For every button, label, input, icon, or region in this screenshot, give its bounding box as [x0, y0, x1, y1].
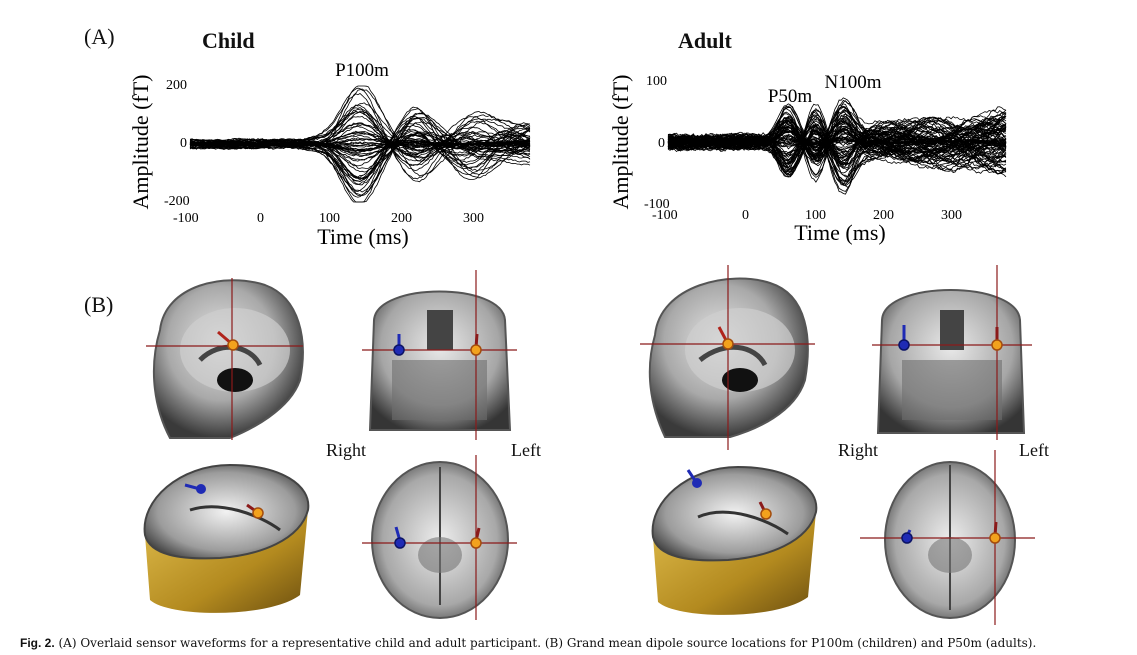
waveform-trace [667, 106, 1007, 195]
waveform-trace [189, 124, 531, 178]
child-axial-mri-image [362, 455, 517, 620]
waveform-trace [189, 116, 531, 196]
waveform-trace [667, 120, 1007, 160]
adult-x-axis-label: Time (ms) [794, 220, 885, 245]
child-left-label: Left [511, 440, 541, 460]
adult-xtick-100: 100 [805, 208, 826, 223]
adult-waveform-series [667, 97, 1007, 195]
waveform-trace [189, 126, 531, 181]
waveform-trace [667, 138, 1007, 146]
adult-xtick-0: 0 [742, 208, 749, 223]
adult-xtick-300: 300 [941, 208, 962, 223]
child-xtick-neg100: -100 [173, 211, 199, 226]
figure-caption-text: (A) Overlaid sensor waveforms for a repr… [58, 636, 1037, 650]
child-coronal-mri-image [362, 270, 517, 440]
adult-peak-n100m: N100m [825, 72, 882, 93]
adult-left-label: Left [1019, 440, 1049, 460]
waveform-trace [667, 103, 1007, 164]
adult-axial-mri-image [860, 450, 1035, 625]
child-3d-head-render-image [143, 463, 310, 613]
waveform-trace [667, 136, 1007, 147]
waveform-trace [668, 109, 1007, 158]
waveform-trace [667, 128, 1007, 157]
child-xtick-0: 0 [257, 211, 264, 226]
figure-caption: Fig. 2. (A) Overlaid sensor waveforms fo… [20, 636, 1036, 650]
waveform-trace [667, 100, 1007, 183]
waveform-trace [189, 117, 531, 182]
waveform-trace [189, 88, 531, 162]
waveform-trace [667, 115, 1007, 187]
child-chart-title: Child [202, 28, 255, 53]
child-xtick-100: 100 [319, 211, 340, 226]
adult-3d-head-render-image [651, 465, 818, 615]
child-waveform-chart: Amplitude (fT) 200 0 -200 -100 0 100 200… [128, 60, 531, 249]
adult-right-label: Right [838, 440, 879, 460]
adult-coronal-mri-image [872, 265, 1032, 440]
child-sagittal-mri-image [146, 278, 304, 440]
waveform-trace [189, 113, 531, 203]
adult-ytick-100: 100 [646, 74, 667, 89]
figure-caption-label: Fig. 2. [20, 636, 55, 650]
child-x-axis-label: Time (ms) [317, 224, 408, 249]
child-y-axis-label: Amplitude (fT) [128, 74, 153, 209]
child-xtick-300: 300 [463, 211, 484, 226]
waveform-trace [667, 114, 1007, 174]
adult-chart-title: Adult [678, 28, 732, 53]
adult-ytick-neg100: -100 [644, 197, 670, 212]
waveform-trace [667, 137, 1007, 146]
panel-a-label: (A) [84, 24, 115, 49]
child-ytick-neg200: -200 [164, 194, 190, 209]
panel-b-label: (B) [84, 292, 114, 317]
child-right-label: Right [326, 440, 367, 460]
waveform-trace [189, 85, 531, 177]
adult-xtick-200: 200 [873, 208, 894, 223]
adult-waveform-chart: Amplitude (fT) 100 0 -100 -100 0 100 200… [608, 72, 1007, 245]
waveform-trace [189, 142, 531, 146]
adult-peak-p50m: P50m [768, 86, 813, 107]
child-xtick-200: 200 [391, 211, 412, 226]
adult-ytick-0: 0 [658, 136, 665, 151]
waveform-trace [667, 135, 1007, 147]
child-ytick-200: 200 [166, 78, 187, 93]
child-waveform-series [189, 85, 531, 203]
waveform-trace [189, 122, 531, 159]
child-ytick-0: 0 [180, 136, 187, 151]
waveform-trace [189, 93, 531, 180]
adult-y-axis-label: Amplitude (fT) [608, 74, 633, 209]
child-peak-p100m: P100m [335, 60, 389, 81]
waveform-trace [189, 112, 531, 197]
adult-sagittal-mri-image [640, 265, 815, 450]
adult-xtick-neg100: -100 [652, 208, 678, 223]
